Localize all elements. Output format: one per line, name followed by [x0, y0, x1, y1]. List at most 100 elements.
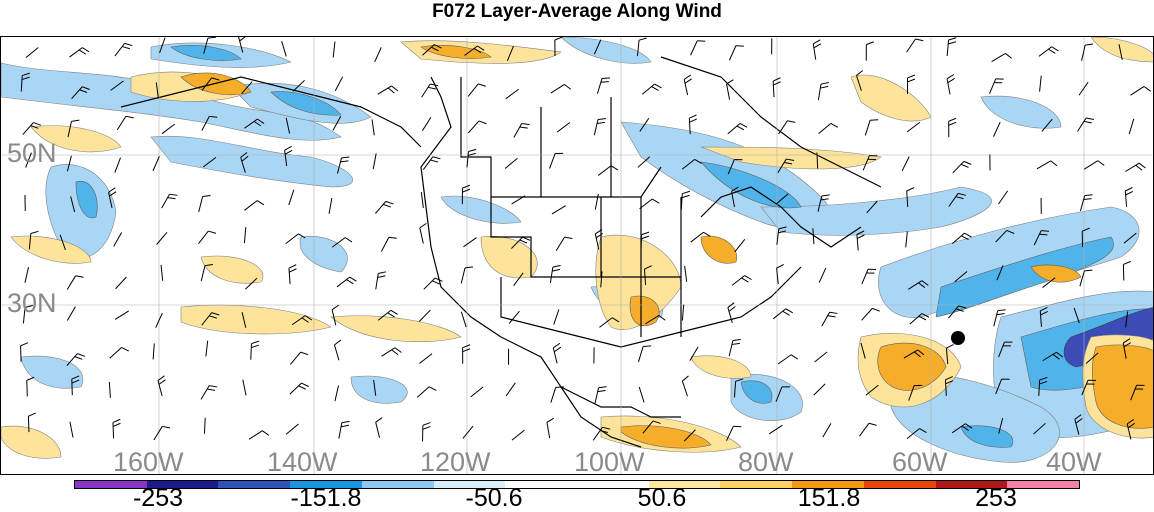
colorbar-segment: [218, 481, 290, 488]
wind-barb-feather: [463, 345, 470, 348]
wind-barb-shaft: [376, 274, 379, 290]
wind-barb-feather: [641, 236, 649, 239]
wind-barb-feather: [820, 86, 828, 88]
wind-barb-feather: [262, 431, 268, 436]
wind-barb-feather: [1084, 199, 1092, 200]
wind-barb-shaft: [423, 157, 432, 170]
wind-barb-shaft: [115, 43, 125, 56]
wind-barb-feather: [28, 413, 35, 416]
wind-barb-feather: [1005, 53, 1011, 58]
wind-barb-feather: [998, 310, 1006, 311]
wind-barb-feather: [652, 199, 659, 203]
wind-barb-feather: [420, 223, 427, 227]
wind-barb-shaft: [779, 121, 788, 134]
wind-barb-feather: [997, 314, 1005, 315]
wind-barb-feather: [159, 380, 165, 385]
wind-barb-feather: [162, 426, 170, 427]
wind-barb-feather: [555, 37, 562, 40]
wind-barb-feather: [727, 80, 734, 84]
colorbar-segment: [1007, 481, 1079, 488]
wind-barb-shaft: [642, 84, 654, 94]
wind-barb-feather: [1098, 161, 1104, 166]
wind-barb-feather: [479, 121, 487, 124]
wind-barb-feather: [240, 37, 246, 41]
wind-barb-shaft: [682, 381, 687, 396]
wind-barb-feather: [733, 339, 741, 340]
wind-barb-feather: [783, 311, 790, 315]
wind-barb-shaft: [334, 345, 338, 360]
lat-label-50n: 50N: [7, 140, 57, 167]
wind-barb-feather: [813, 40, 820, 44]
wind-barb-shaft: [114, 233, 122, 247]
wind-barb-feather: [209, 386, 217, 387]
wind-barb-feather: [946, 345, 953, 349]
wind-barb-shaft: [823, 423, 831, 437]
wind-barb-shaft: [728, 123, 740, 133]
wind-barb-feather: [251, 345, 259, 348]
wind-barb-feather: [598, 118, 606, 119]
wind-barb-shaft: [72, 379, 73, 395]
colorbar-segment: [362, 481, 434, 488]
wind-barb-shaft: [69, 48, 82, 57]
wind-barb-shaft: [23, 123, 34, 135]
wind-barb-shaft: [161, 265, 163, 281]
wind-barb-shaft: [512, 430, 524, 440]
wind-barb-shaft: [907, 122, 920, 132]
wind-barb-feather: [1039, 234, 1047, 235]
wind-barb-feather: [682, 376, 688, 381]
wind-barb-feather: [948, 78, 955, 82]
wind-barb-shaft: [468, 121, 479, 133]
lon-label-100w: 100W: [574, 449, 645, 475]
wind-barb-feather: [908, 75, 915, 78]
wind-barb-feather: [388, 313, 395, 317]
wind-barb-shaft: [381, 348, 395, 357]
wind-barb-feather: [388, 88, 394, 93]
wind-barb-feather: [523, 237, 530, 240]
wind-barb-feather: [553, 343, 560, 348]
wind-barb-feather: [552, 269, 560, 271]
wind-barb-shaft: [1125, 191, 1126, 207]
wind-barb-feather: [522, 124, 530, 125]
wind-barb-feather: [948, 42, 956, 44]
wind-barb-feather: [208, 37, 216, 38]
wind-barb-feather: [289, 269, 296, 272]
wind-barb-feather: [289, 265, 296, 268]
wind-barb-feather: [916, 39, 924, 41]
colorbar-label-pos253: 253: [975, 486, 1017, 511]
wind-barb-shaft: [335, 77, 342, 91]
wind-barb-feather: [1084, 270, 1092, 271]
wind-barb-shaft: [818, 84, 821, 100]
colorbar-label-neg50: -50.6: [466, 486, 523, 511]
wind-barb-feather: [203, 195, 211, 196]
wind-barb-feather: [786, 309, 793, 313]
wind-barb-feather: [334, 340, 340, 345]
wind-barb-feather: [964, 161, 971, 164]
wind-barb-feather: [77, 354, 85, 357]
wind-barb-feather: [602, 78, 610, 79]
wind-barb-feather: [478, 84, 486, 86]
lat-label-30n: 30N: [7, 290, 57, 317]
wind-barb-feather: [857, 235, 864, 238]
wind-barb-feather: [685, 79, 692, 83]
wind-barb-shaft: [381, 237, 388, 251]
wind-barb-feather: [1085, 195, 1093, 196]
wind-barb-shaft: [201, 386, 209, 400]
wind-barb-feather: [961, 164, 968, 167]
wind-barb-shaft: [116, 277, 127, 289]
wind-barb-shaft: [862, 269, 868, 284]
wind-barb-shaft: [598, 166, 611, 176]
wind-barb-feather: [659, 315, 665, 320]
wind-barb-shaft: [595, 194, 598, 210]
wind-barb-shaft: [594, 120, 598, 136]
wind-barb-shaft: [461, 268, 465, 284]
wind-barb-shaft: [463, 238, 476, 247]
wind-barb-shaft: [993, 122, 1000, 137]
wind-barb-shaft: [551, 387, 556, 402]
wind-barb-feather: [1051, 161, 1057, 166]
wind-barb-shaft: [682, 305, 683, 321]
wind-barb-shaft: [198, 231, 208, 244]
colorbar-label-neg151: -151.8: [291, 486, 362, 511]
wind-barb-shaft: [1039, 47, 1052, 57]
wind-barb-shaft: [376, 422, 380, 438]
wind-barb-feather: [301, 352, 309, 355]
